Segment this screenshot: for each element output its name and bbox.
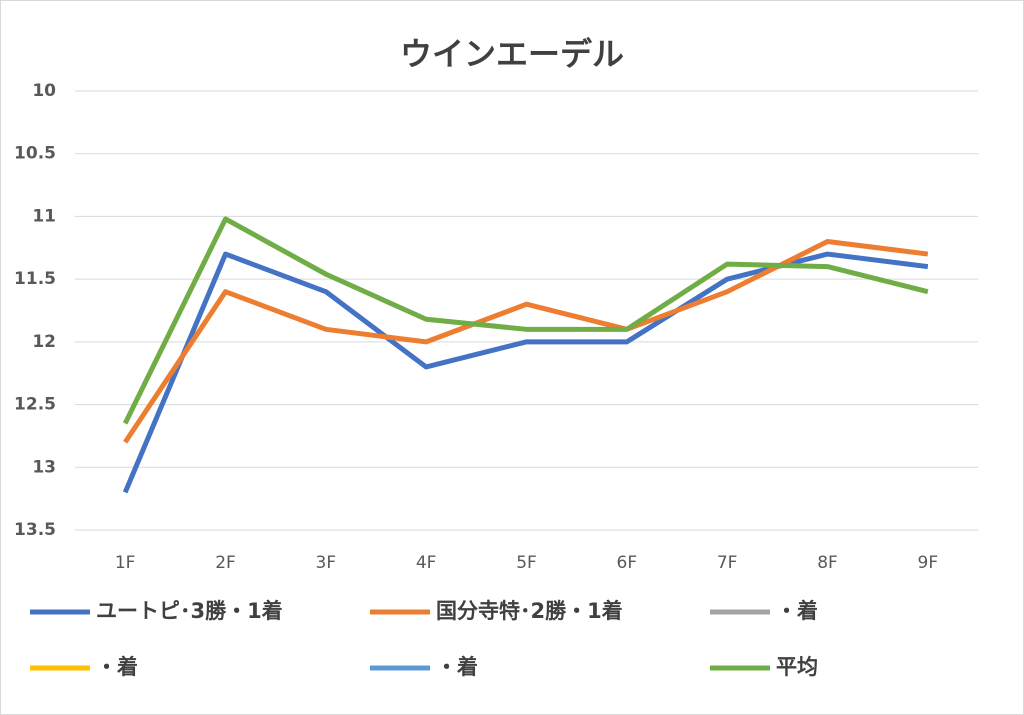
chart-title: ウインエーデル — [400, 35, 624, 73]
legend-label: 国分寺特･2勝・1着 — [436, 599, 623, 623]
legend-label: ・着 — [436, 655, 478, 679]
x-tick-label: 2F — [215, 553, 236, 573]
y-tick-label: 11.5 — [14, 269, 56, 289]
legend-label: ・着 — [776, 599, 818, 623]
series-line — [123, 239, 929, 444]
x-tick-label: 8F — [817, 553, 838, 573]
y-tick-label: 12.5 — [14, 395, 56, 415]
legend-label: 平均 — [776, 655, 818, 679]
x-tick-label: 4F — [416, 553, 437, 573]
legend-label: ・着 — [96, 655, 138, 679]
y-tick-label: 13 — [32, 457, 56, 477]
series-line — [122, 251, 929, 494]
x-tick-label: 3F — [316, 553, 337, 573]
legend-label: ユートピ･3勝・1着 — [96, 599, 283, 623]
x-tick-label: 1F — [115, 553, 136, 573]
y-tick-label: 11 — [32, 206, 56, 226]
y-tick-label: 10 — [32, 81, 56, 101]
y-tick-label: 13.5 — [14, 520, 56, 540]
y-tick-label: 10.5 — [14, 144, 56, 164]
x-tick-label: 7F — [717, 553, 738, 573]
series-line — [122, 216, 929, 425]
x-tick-label: 5F — [516, 553, 537, 573]
y-tick-label: 12 — [32, 332, 56, 352]
x-tick-label: 9F — [918, 553, 939, 573]
x-tick-label: 6F — [617, 553, 638, 573]
